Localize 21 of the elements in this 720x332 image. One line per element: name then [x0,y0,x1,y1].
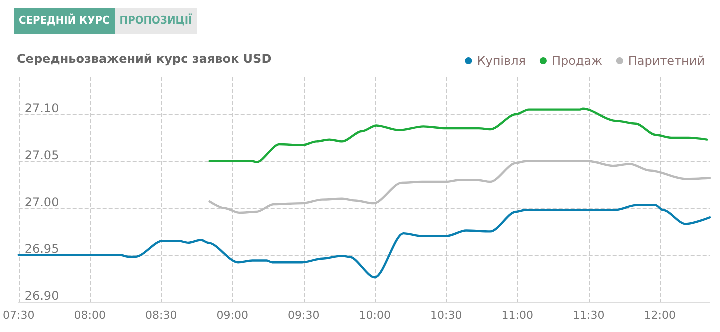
y-tick-label: 27.00 [24,195,60,210]
x-tick-label: 09:30 [288,309,320,322]
chart-title: Середньозважений курс заявок USD [17,52,272,66]
x-tick-label: 11:00 [502,309,534,322]
text: СЕРЕДНІЙ КУРС [14,8,115,34]
x-tick-label: 08:30 [146,309,178,322]
y-tick-label: 26.90 [24,289,60,303]
x-tick-label: 10:30 [430,309,462,322]
text: ПРОПОЗИЦІЇ [114,8,198,34]
y-tick-label: 26.95 [24,242,60,256]
legend-label: Паритетний [628,54,706,68]
x-tick-label: 07:30 [3,309,35,322]
legend-label: Продаж [552,54,603,68]
x-tick-label: 11:30 [573,309,605,322]
x-tick-label: 08:00 [74,309,106,322]
y-tick-label: 27.05 [24,148,60,162]
x-tick-label: 12:00 [644,309,676,322]
x-tick-label: 10:00 [359,309,391,322]
legend-label: Купівля [477,54,526,68]
y-tick-label: 27.10 [24,102,60,116]
x-tick-label: 09:00 [216,309,248,322]
